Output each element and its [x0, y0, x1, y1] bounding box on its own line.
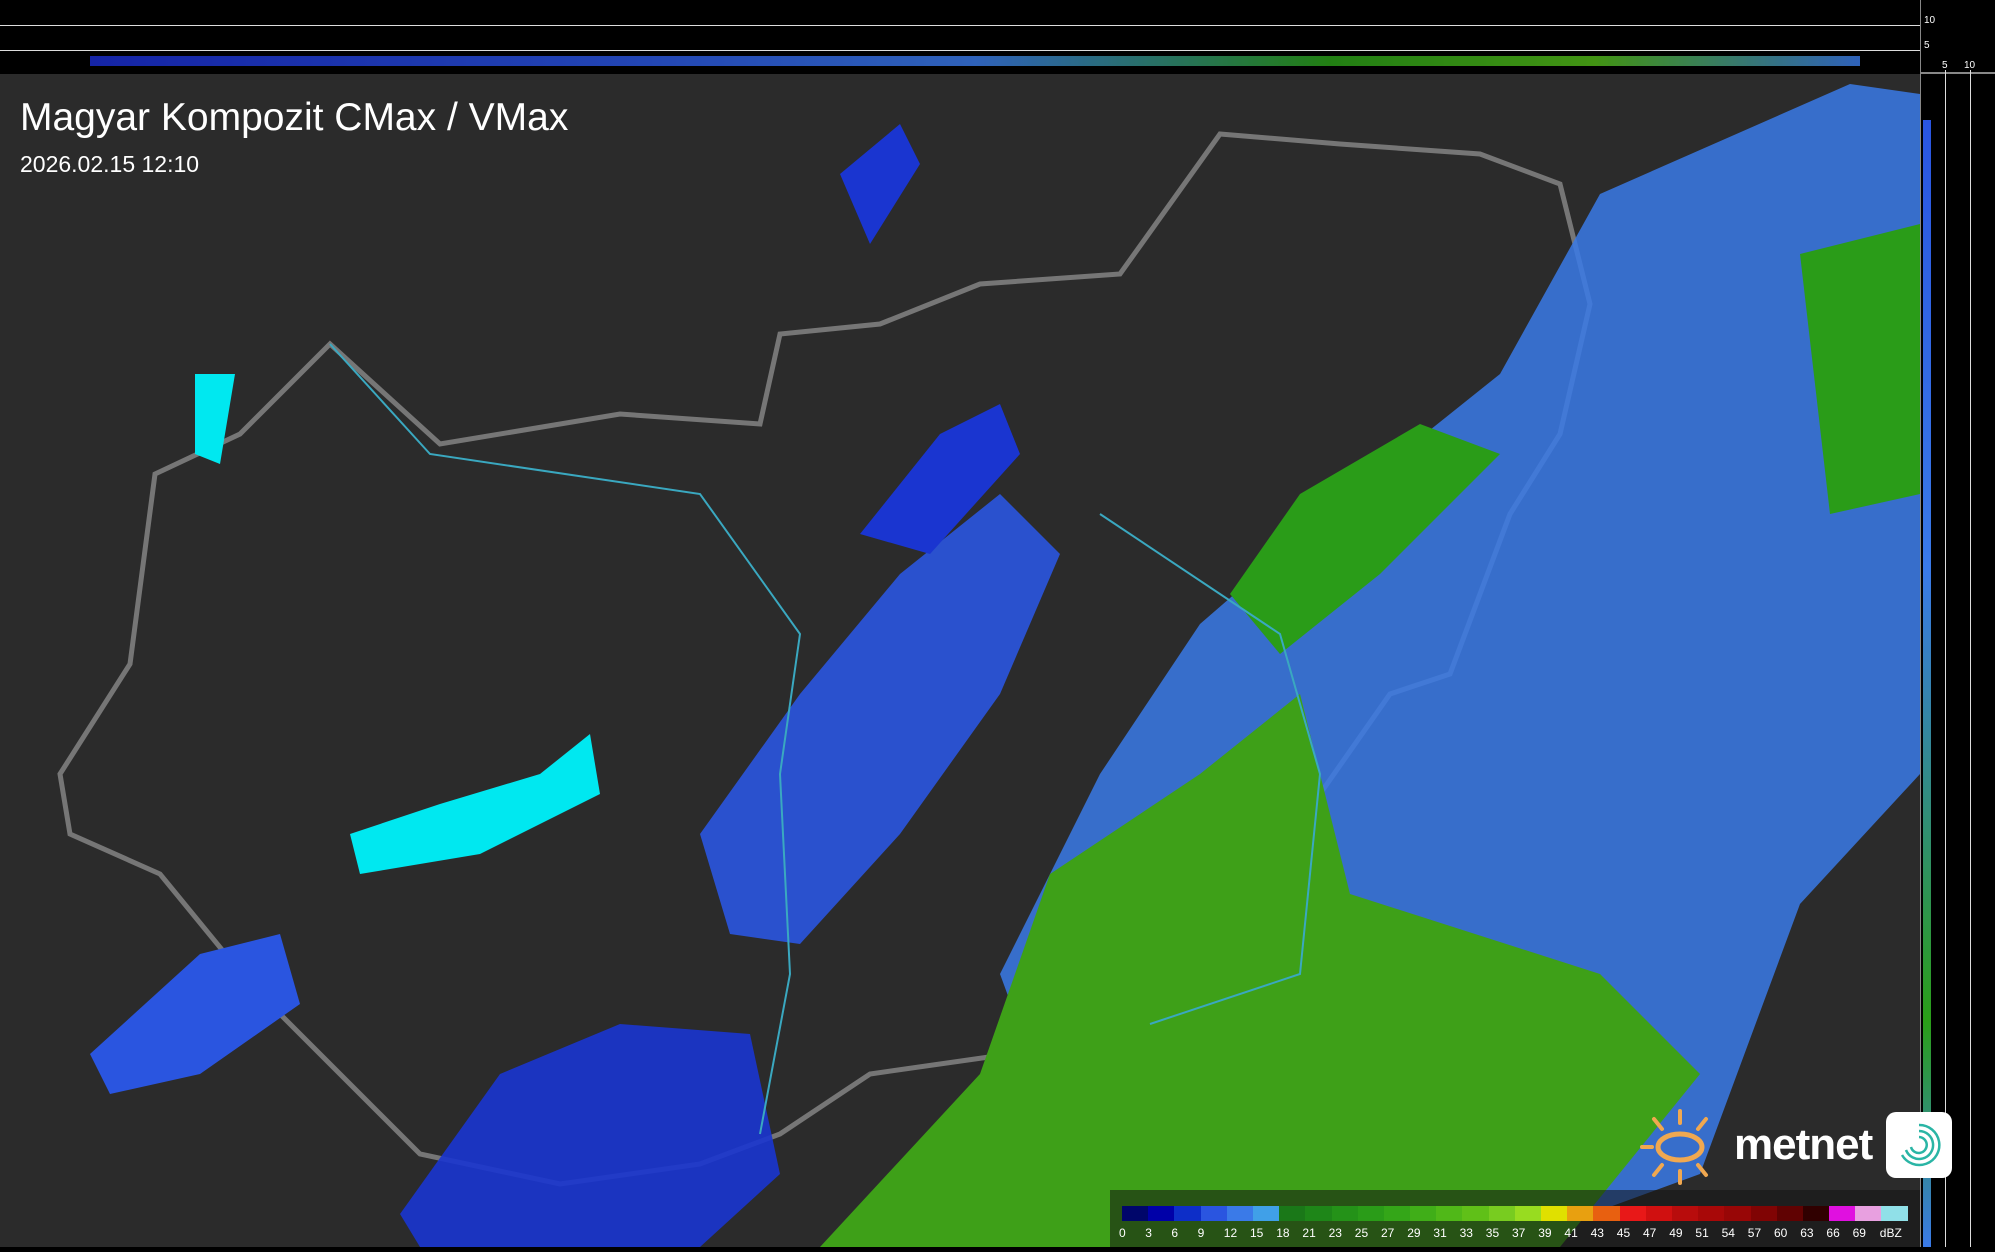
legend-swatch [1829, 1206, 1856, 1221]
legend-swatch [1331, 1206, 1358, 1221]
river [1099, 513, 1322, 1025]
legend-label: 15 [1250, 1226, 1264, 1240]
legend-label: 45 [1616, 1226, 1631, 1240]
legend-label: 51 [1695, 1226, 1709, 1240]
legend-swatch [1200, 1206, 1227, 1221]
legend-swatch [1619, 1206, 1646, 1221]
precip-area-green [1800, 224, 1920, 514]
sun-icon [1640, 1109, 1708, 1185]
legend-label: 9 [1197, 1226, 1205, 1240]
legend-label: 27 [1381, 1226, 1395, 1240]
logo-text: metnet [1734, 1120, 1873, 1169]
legend-swatch [1567, 1206, 1594, 1221]
legend-label: 33 [1459, 1226, 1473, 1240]
legend-swatch [1252, 1206, 1280, 1221]
legend-label: 49 [1669, 1226, 1683, 1240]
legend-swatch [1593, 1206, 1620, 1221]
precip-area-blue [700, 494, 1060, 944]
tick-label: 5 [1942, 60, 1948, 71]
legend-label: 47 [1643, 1226, 1657, 1240]
legend-unit: dBZ [1879, 1226, 1902, 1240]
legend-label: 69 [1852, 1226, 1866, 1240]
legend-label: 18 [1276, 1226, 1290, 1240]
scale-line [0, 25, 1920, 26]
legend-swatch [1698, 1206, 1725, 1221]
swirl-icon [1901, 1123, 1941, 1167]
map-timestamp: 2026.02.15 12:10 [20, 151, 200, 177]
legend-swatch [1462, 1206, 1489, 1221]
legend-swatch [1174, 1206, 1201, 1221]
metnet-app-icon [1886, 1112, 1953, 1178]
legend-swatch [1305, 1206, 1332, 1221]
legend-swatch [1855, 1206, 1882, 1221]
precip-area-blue [840, 124, 920, 244]
legend-swatch [1802, 1206, 1830, 1221]
legend-swatch [1776, 1206, 1803, 1221]
river [329, 343, 802, 1135]
legend-label: 12 [1223, 1226, 1238, 1240]
scale-line [0, 50, 1920, 51]
legend-label: 60 [1774, 1226, 1788, 1240]
map-title: Magyar Kompozit CMax / VMax [20, 96, 569, 139]
lake-balaton [350, 734, 600, 874]
legend-label: 37 [1512, 1226, 1526, 1240]
lake-ferto [195, 374, 235, 464]
legend-label: 29 [1407, 1226, 1421, 1240]
tick-label: 10 [1964, 60, 1976, 71]
legend-swatch [1148, 1206, 1175, 1221]
legend-label: 35 [1485, 1226, 1500, 1240]
legend-labels: 0 3 6 9 12 15 18 21 23 25 27 29 31 33 35 37 39 41 43 45 47 49… [1119, 1226, 1922, 1242]
top-profile-bar [0, 0, 1920, 74]
legend-swatch [1383, 1206, 1411, 1221]
legend-swatch [1357, 1206, 1384, 1221]
radar-map[interactable] [0, 74, 1920, 1247]
color-legend: 0 3 6 9 12 15 18 21 23 25 27 29 31 33 35 37 39 41 43 45 47 49… [1110, 1190, 1920, 1247]
legend-swatch [1541, 1206, 1568, 1221]
tick-label: 10 [1924, 15, 1936, 26]
legend-swatch [1881, 1206, 1908, 1221]
legend-swatch [1514, 1206, 1541, 1221]
legend-label: 54 [1721, 1226, 1735, 1240]
precip-area-green [1230, 424, 1500, 654]
legend-label: 63 [1800, 1226, 1814, 1240]
radar-layer [57, 84, 1920, 1247]
legend-label: 21 [1302, 1226, 1316, 1240]
legend-label: 39 [1538, 1226, 1552, 1240]
precip-area-blue [400, 1024, 780, 1247]
precip-area-green [820, 694, 1700, 1247]
legend-label: 43 [1590, 1226, 1604, 1240]
legend-swatch [1436, 1206, 1463, 1221]
tick-label: 5 [1924, 40, 1930, 51]
legend-colorbar [1122, 1206, 1908, 1221]
precip-area-blue [860, 404, 1020, 554]
legend-label: 57 [1747, 1226, 1762, 1240]
legend-swatch [1226, 1206, 1253, 1221]
legend-swatch [1122, 1206, 1149, 1221]
side-profile-panel: 10 5 5 10 [1920, 0, 1995, 1247]
legend-label: 41 [1564, 1226, 1578, 1240]
legend-label: 6 [1171, 1226, 1179, 1240]
legend-swatch [1750, 1206, 1777, 1221]
metnet-logo: metnet [1640, 1105, 1953, 1185]
legend-swatch [1279, 1206, 1306, 1221]
legend-label: 25 [1354, 1226, 1369, 1240]
legend-swatch [1645, 1206, 1672, 1221]
legend-label: 0 [1119, 1226, 1126, 1240]
legend-label: 66 [1826, 1226, 1840, 1240]
legend-swatch [1724, 1206, 1751, 1221]
legend-swatch [1671, 1206, 1699, 1221]
legend-label: 31 [1433, 1226, 1447, 1240]
profile-strip [90, 56, 1860, 66]
legend-swatch [1488, 1206, 1515, 1221]
precip-area-blue [90, 934, 300, 1094]
legend-label: 23 [1328, 1226, 1342, 1240]
legend-label: 3 [1145, 1226, 1152, 1240]
legend-swatch [1410, 1206, 1437, 1221]
